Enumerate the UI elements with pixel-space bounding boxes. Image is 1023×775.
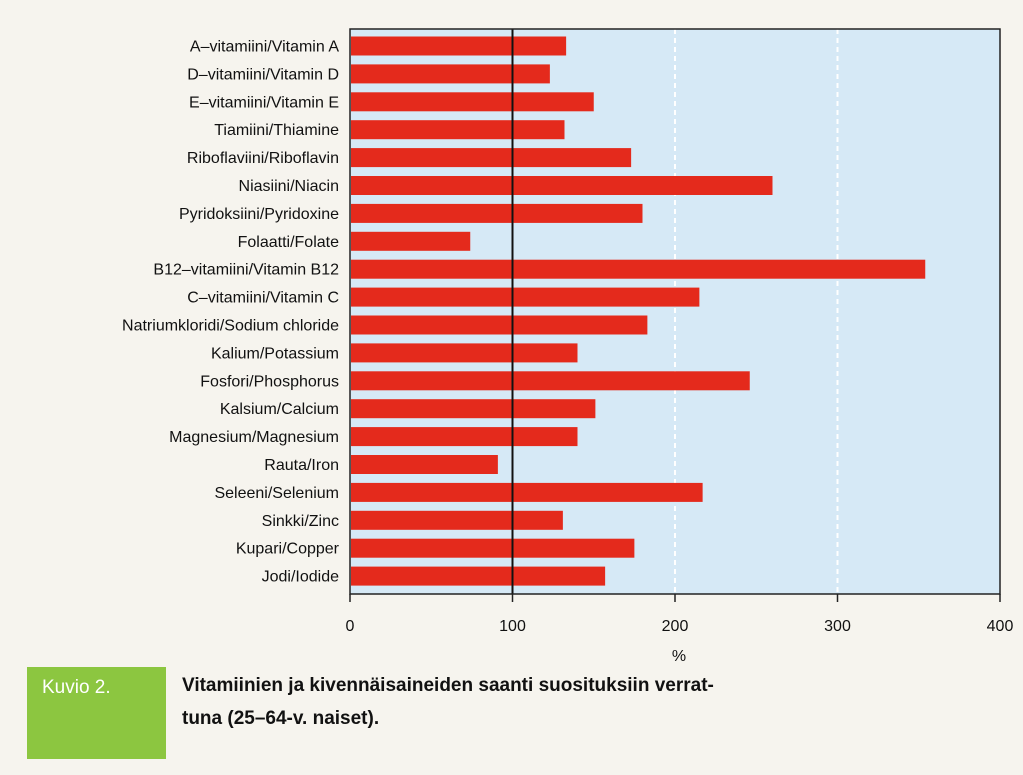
bar — [351, 92, 594, 112]
bar — [351, 510, 563, 530]
category-label: Rauta/Iron — [264, 457, 339, 474]
x-tick-label: 0 — [346, 618, 355, 635]
chart: A–vitamiini/Vitamin A D–vitamiini/Vitamin… — [122, 28, 1014, 665]
caption-text: Vitamiinien ja kivennäisaineiden saanti … — [182, 669, 972, 735]
caption-line-2: tuna (25–64-v. naiset). — [182, 708, 380, 729]
category-label: Pyridoksiini/Pyridoxine — [179, 206, 339, 223]
x-tick-label: 200 — [662, 618, 689, 635]
bar — [351, 176, 773, 195]
x-tick-label: 400 — [987, 618, 1014, 635]
bar — [351, 343, 578, 363]
bars — [351, 36, 926, 586]
category-label: Tiamiini/Thiamine — [214, 122, 339, 139]
bar — [351, 315, 648, 335]
category-label: Kalsium/Calcium — [220, 401, 339, 418]
category-label: C–vitamiini/Vitamin C — [187, 290, 339, 307]
bar — [351, 120, 565, 140]
category-label: Magnesium/Magnesium — [169, 429, 339, 446]
category-label: Kupari/Copper — [236, 541, 340, 558]
category-label: E–vitamiini/Vitamin E — [189, 94, 339, 111]
bar — [351, 427, 578, 447]
category-label: D–vitamiini/Vitamin D — [187, 66, 339, 83]
bar — [351, 231, 471, 251]
bar — [351, 538, 635, 558]
bar — [351, 482, 703, 502]
figure-number-badge: Kuvio 2. — [27, 667, 166, 759]
figure-caption: Kuvio 2. Vitamiinien ja kivennäisaineide… — [27, 667, 987, 759]
bar — [351, 566, 606, 586]
category-label: Sinkki/Zinc — [262, 513, 339, 530]
category-label: Kalium/Potassium — [211, 345, 339, 362]
category-label: A–vitamiini/Vitamin A — [190, 39, 339, 56]
category-label: Niasiini/Niacin — [239, 178, 339, 195]
bar — [351, 36, 567, 56]
x-tick-label: 300 — [824, 618, 851, 635]
category-label: B12–vitamiini/Vitamin B12 — [153, 262, 339, 279]
bar — [351, 455, 498, 474]
bar — [351, 148, 632, 168]
category-label: Fosfori/Phosphorus — [200, 373, 339, 390]
category-label: Riboflaviini/Riboflavin — [187, 150, 339, 167]
x-tick-label: 100 — [499, 618, 526, 635]
bar — [351, 399, 596, 419]
category-labels: A–vitamiini/Vitamin A D–vitamiini/Vitamin… — [122, 39, 340, 586]
category-label: Folaatti/Folate — [238, 234, 339, 251]
category-label: Jodi/Iodide — [262, 569, 339, 586]
category-label: Seleeni/Selenium — [214, 485, 339, 502]
bar — [351, 259, 926, 279]
x-axis-ticks: 0 100 200 300 400 — [346, 594, 1014, 635]
caption-line-1: Vitamiinien ja kivennäisaineiden saanti … — [182, 675, 714, 696]
bar — [351, 203, 643, 223]
x-axis-title: % — [672, 648, 686, 665]
bar — [351, 371, 750, 391]
bar — [351, 64, 550, 84]
bar — [351, 287, 700, 307]
category-label: Natriumkloridi/Sodium chloride — [122, 318, 339, 335]
